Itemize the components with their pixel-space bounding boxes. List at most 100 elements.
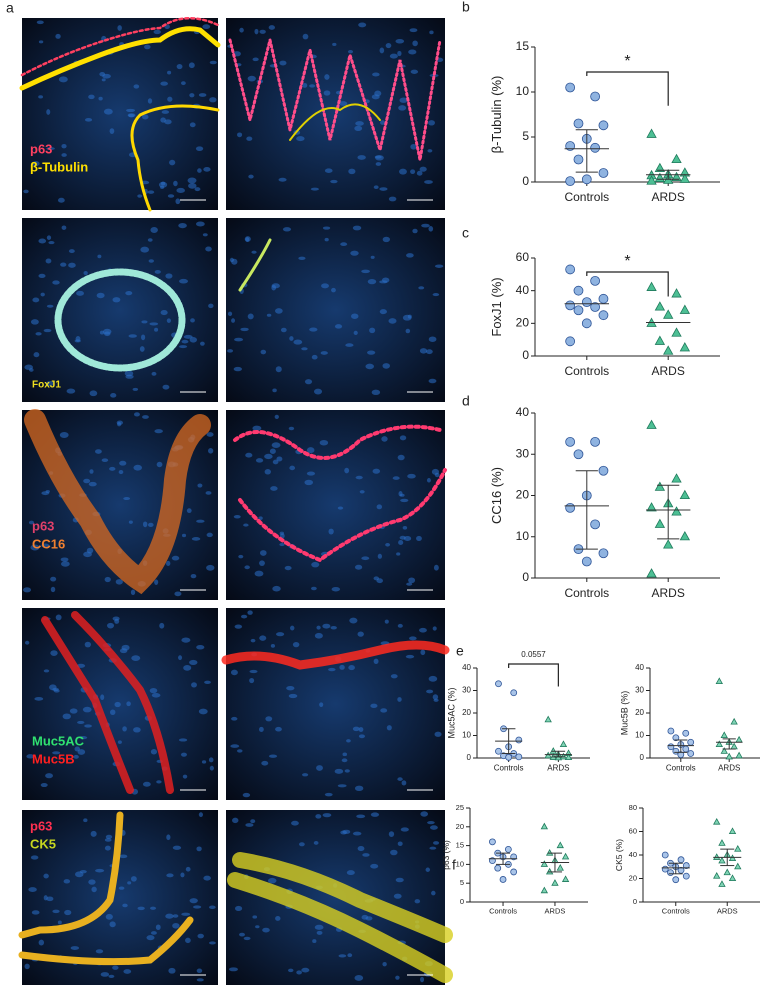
nucleus [166,318,171,323]
nucleus [45,773,53,779]
nucleus [271,283,280,289]
nucleus [288,426,295,431]
nucleus [88,94,95,100]
nucleus [376,504,383,510]
stain-label: FoxJ1 [32,380,61,391]
nucleus [76,290,84,296]
stain-label: Muc5B [32,751,75,766]
nucleus [154,429,163,434]
nucleus [275,916,281,921]
data-point [565,264,576,275]
nucleus [181,533,187,538]
nucleus [41,543,50,548]
data-point [544,715,552,723]
nucleus [147,190,155,194]
y-tick-label: 40 [462,663,471,672]
data-point [598,293,609,304]
nucleus [328,528,334,535]
nucleus [260,349,267,355]
nucleus [433,564,439,571]
nucleus [34,696,44,701]
nucleus [312,939,317,944]
nucleus [331,586,341,592]
data-point [725,752,733,760]
nucleus [202,233,208,237]
nucleus [284,565,292,571]
nucleus [296,970,302,975]
nucleus [179,278,189,284]
nucleus [38,273,46,278]
x-tick-label: ARDS [652,364,685,378]
nucleus [148,259,154,263]
stain-label: Muc5AC [32,733,85,748]
nucleus [137,906,145,911]
nucleus [198,812,204,818]
nucleus [399,535,406,540]
nucleus [196,519,205,523]
x-tick-label: Controls [494,764,524,773]
nucleus [69,708,78,714]
data-point [679,304,691,314]
stain-label: CC16 [32,536,65,551]
nucleus [259,29,266,34]
nucleus [28,887,37,893]
nucleus [133,727,141,733]
data-point [646,502,657,512]
error-bar [575,470,598,550]
nucleus [159,622,165,629]
nucleus [248,174,254,179]
nucleus [259,635,267,641]
nucleus [197,483,203,488]
data-point [735,735,743,743]
nucleus [23,587,32,593]
nucleus [189,898,198,904]
nucleus [133,412,140,417]
nucleus [144,44,151,50]
nucleus [97,254,102,259]
x-tick-label: ARDS [547,764,569,773]
nucleus [372,72,380,77]
nucleus [338,954,347,958]
stain-label: p63 [30,141,52,156]
nucleus [166,873,174,878]
nucleus [46,304,54,308]
y-tick-label: 0 [522,570,529,584]
data-point [661,865,669,873]
nucleus [247,75,256,82]
nucleus [269,448,276,454]
nucleus [187,177,197,184]
nucleus [140,246,150,253]
nucleus [203,875,211,881]
nucleus [379,309,387,315]
panel-letter: c [462,225,469,241]
data-point [590,275,601,286]
nucleus [109,466,116,471]
x-tick-label: ARDS [652,190,685,204]
nucleus [272,585,281,592]
data-point [713,872,721,879]
nucleus [321,283,329,289]
nucleus [345,343,354,347]
data-point [667,869,674,877]
nucleus [99,330,105,335]
nucleus [395,877,404,883]
nucleus [286,685,295,691]
nucleus [227,311,233,317]
data-point [682,745,690,753]
nucleus [302,33,309,40]
y-tick-label: 80 [629,803,637,812]
nucleus [70,946,80,950]
nucleus [40,783,48,788]
x-tick-label: Controls [662,907,690,916]
data-point [671,506,682,516]
data-point [545,867,554,875]
error-bar [674,739,688,753]
data-point [720,747,728,754]
nucleus [252,57,259,62]
nucleus [154,579,159,585]
nucleus [46,896,54,902]
nucleus [275,366,282,373]
data-point [687,738,695,746]
nucleus [66,388,76,394]
